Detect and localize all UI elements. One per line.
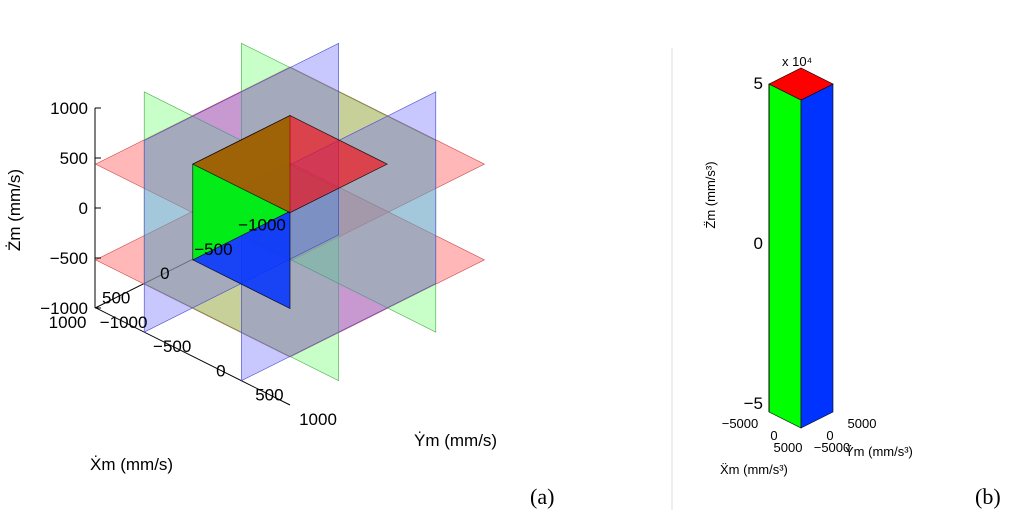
z-tick-label: 1000 <box>50 99 88 118</box>
y-tick-label: −5000 <box>814 440 851 455</box>
z-axis-title: Z̈m (mm/s³) <box>703 161 718 228</box>
z-tick-label: 0 <box>79 199 88 218</box>
x-tick-label: −1000 <box>238 216 286 235</box>
cube-top-face <box>192 115 388 214</box>
x-tick-label: −500 <box>194 240 232 259</box>
z-axis-title: Żm (mm/s) <box>5 169 24 251</box>
column-top-face <box>768 67 834 101</box>
z-exponent-label: x 10⁴ <box>782 54 812 69</box>
x-axis-title: Ẋm (mm/s) <box>90 455 173 474</box>
y-tick-label: −1000 <box>100 313 148 332</box>
x-tick-label: −5000 <box>722 416 759 431</box>
y-axis-title: Ẏm (mm/s) <box>414 431 497 450</box>
y-tick-label: 500 <box>255 386 283 405</box>
y-tick-label: 5000 <box>848 416 877 431</box>
z-tick-label: −1000 <box>40 299 88 318</box>
panel-b-label: (b) <box>975 484 1001 509</box>
x-tick-label: 1000 <box>49 313 87 332</box>
x-tick-label: 0 <box>770 428 777 443</box>
y-tick-label: 0 <box>826 428 833 443</box>
column-left-face <box>768 83 802 429</box>
y-tick-label: 0 <box>216 361 225 380</box>
x-tick-label: 500 <box>102 289 130 308</box>
y-axis-title: Ÿm (mm/s³) <box>845 444 913 459</box>
y-tick-label: −500 <box>153 337 191 356</box>
y-tick-label: 1000 <box>299 410 337 429</box>
x-tick-label: 5000 <box>774 440 803 455</box>
z-tick-label: 5 <box>754 74 763 93</box>
x-tick-label: 0 <box>160 264 169 283</box>
z-tick-label: −500 <box>50 249 88 268</box>
z-tick-label: −5 <box>744 394 763 413</box>
z-tick-label: 500 <box>60 149 88 168</box>
panel-a-label: (a) <box>530 484 554 509</box>
z-tick-label: 0 <box>754 234 763 253</box>
column-right-face <box>800 83 834 429</box>
panel-a-chart: 1000 500 0 −500 −1000 Żm (mm/s) −1000 −500 0 500 1… <box>5 42 497 474</box>
x-axis-title: Ẍm (mm/s³) <box>720 462 788 477</box>
